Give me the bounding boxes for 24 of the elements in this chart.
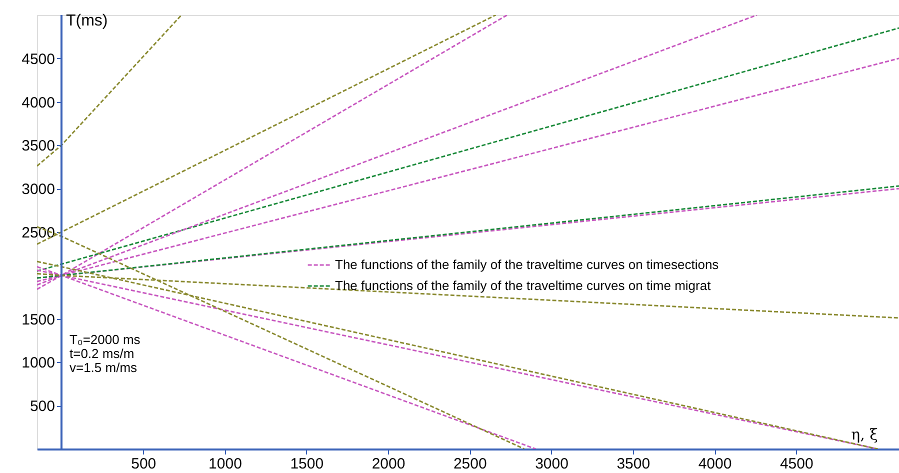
y-tick-label: 3500: [22, 138, 55, 155]
annotation: T₀=2000 ms: [69, 332, 141, 347]
legend-label: The functions of the family of the traveltime curves on time migrat: [335, 278, 712, 293]
y-tick-label: 500: [30, 398, 55, 416]
x-tick-label: 2000: [372, 456, 406, 472]
legend-label: The functions of the family of the traveltime curves on timesections: [335, 257, 720, 272]
y-tick-label: 2500: [22, 224, 55, 242]
x-tick-label: 1500: [290, 456, 324, 472]
y-tick-label: 3000: [22, 181, 55, 198]
x-tick-label: 4000: [698, 456, 732, 472]
x-tick-label: 3500: [616, 456, 650, 472]
x-tick-label: 500: [131, 456, 156, 472]
x-axis-title: η, ξ: [851, 426, 878, 444]
x-tick-label: 3000: [535, 456, 568, 472]
annotation: v=1.5 m/ms: [69, 360, 138, 375]
annotation: t=0.2 ms/m: [69, 346, 134, 361]
y-tick-label: 1500: [22, 311, 55, 328]
y-tick-label: 1000: [22, 354, 55, 372]
x-tick-label: 4500: [780, 456, 814, 472]
x-tick-label: 1000: [208, 456, 242, 472]
y-tick-label: 4000: [22, 94, 55, 112]
y-tick-label: 4500: [22, 50, 55, 68]
x-tick-label: 2500: [453, 456, 487, 472]
y-axis-title: T(ms): [66, 12, 108, 30]
